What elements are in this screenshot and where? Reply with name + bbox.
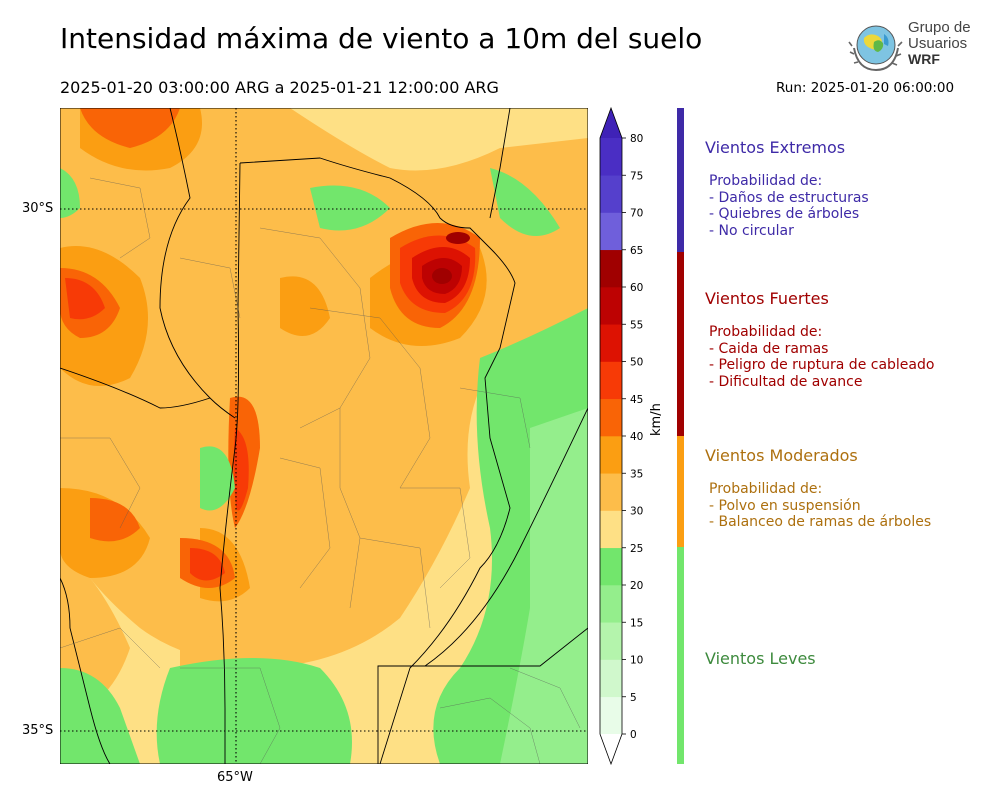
category-description: Probabilidad de: - Daños de estructuras … (709, 173, 869, 239)
colorbar-swatch (600, 138, 622, 176)
colorbar-extend-max (600, 108, 622, 138)
department-borders (60, 177, 581, 764)
category-extremos: Vientos Extremos Probabilidad de: - Daño… (705, 138, 869, 239)
logo-line1: Grupo de (908, 19, 971, 36)
legend-bar-extremos (677, 108, 684, 252)
colorbar-tick-label: 40 (630, 431, 643, 443)
category-item: - Quiebres de árboles (709, 206, 860, 222)
category-item: - Dificultad de avance (709, 373, 863, 390)
category-description: Probabilidad de: - Polvo en suspensión -… (709, 481, 931, 531)
colorbar-tick-label: 65 (630, 245, 643, 257)
lon-label-65w: 65°W (217, 770, 253, 785)
lat-label-35s: 35°S (22, 723, 54, 738)
category-item: - No circular (709, 222, 794, 239)
colorbar-swatch (600, 249, 622, 288)
category-item: - Peligro de ruptura de cableado (709, 357, 935, 373)
category-moderados: Vientos Moderados Probabilidad de: - Pol… (705, 446, 931, 531)
colorbar-swatch (600, 510, 622, 549)
colorbar-tick-label: 25 (630, 543, 643, 555)
legend-bar-leves (677, 547, 684, 764)
category-leves: Vientos Leves (705, 649, 816, 668)
colorbar-swatch (600, 547, 622, 586)
colorbar-swatch (600, 696, 622, 735)
category-item: - Polvo en suspensión (709, 497, 861, 514)
colorbar-tick-label: 30 (630, 506, 643, 518)
category-title: Vientos Leves (705, 649, 816, 668)
colorbar-tick-label: 80 (630, 133, 643, 145)
colorbar-unit: km/h (649, 403, 664, 436)
globe-icon (848, 25, 903, 72)
wind-map (60, 108, 588, 764)
logo-line3: WRF (908, 51, 940, 67)
colorbar-swatch (600, 622, 622, 660)
category-item: - Daños de estructuras (709, 189, 869, 206)
colorbar-tick-label: 60 (630, 282, 643, 294)
category-title: Vientos Extremos (705, 138, 846, 157)
colorbar-swatch (600, 659, 622, 698)
category-description: Probabilidad de: - Caida de ramas - Peli… (709, 324, 934, 390)
province-borders (60, 108, 588, 764)
colorbar-swatch (600, 361, 622, 400)
colorbar-swatch (600, 287, 622, 325)
map-title: Intensidad máxima de viento a 10m del su… (60, 22, 703, 55)
logo-line2: Usuarios (908, 35, 968, 52)
category-intro: Probabilidad de: (709, 324, 823, 340)
colorbar-tick-label: 45 (630, 394, 643, 406)
colorbar-extend-min (600, 734, 622, 764)
wind-zone-60-65 (432, 232, 470, 284)
grupo-usuarios-wrf-logo: Grupo de Usuarios WRF (848, 16, 973, 74)
category-item: - Caida de ramas (709, 340, 829, 357)
category-intro: Probabilidad de: (709, 173, 823, 189)
lat-label-30s: 30°S (22, 201, 54, 216)
colorbar-tick-label: 35 (630, 468, 643, 480)
forecast-period: 2025-01-20 03:00:00 ARG a 2025-01-21 12:… (60, 78, 499, 97)
colorbar-tick-label: 75 (630, 170, 643, 182)
category-fuertes: Vientos Fuertes Probabilidad de: - Caida… (705, 289, 934, 390)
colorbar-tick-label: 70 (630, 208, 643, 220)
colorbar-swatch (600, 324, 622, 362)
colorbar-swatch (600, 473, 622, 511)
colorbar-swatch (600, 398, 622, 437)
colorbar-swatch (600, 212, 622, 251)
category-title: Vientos Moderados (705, 446, 858, 465)
legend-bar-fuertes (677, 252, 684, 436)
colorbar-tick-label: 55 (630, 319, 643, 331)
category-title: Vientos Fuertes (705, 289, 829, 308)
colorbar-tick-label: 20 (630, 580, 643, 592)
colorbar: 0 5 10 15 20 25 30 35 40 45 50 55 60 65 70 75 80 (599, 106, 643, 766)
colorbar-tick-label: 10 (630, 655, 643, 667)
colorbar-tick-label: 50 (630, 357, 643, 369)
colorbar-tick-label: 5 (630, 692, 637, 704)
legend-bar-moderados (677, 436, 684, 547)
run-time: Run: 2025-01-20 06:00:00 (776, 80, 955, 96)
colorbar-tick-label: 0 (630, 729, 637, 741)
colorbar-swatch (600, 175, 622, 213)
colorbar-swatch (600, 585, 622, 623)
wind-zone-15-20 (500, 408, 588, 764)
graticule (60, 108, 588, 764)
category-intro: Probabilidad de: (709, 481, 823, 497)
category-item: - Balanceo de ramas de árboles (709, 514, 932, 530)
colorbar-swatch (600, 436, 622, 474)
colorbar-tick-label: 15 (630, 617, 643, 629)
